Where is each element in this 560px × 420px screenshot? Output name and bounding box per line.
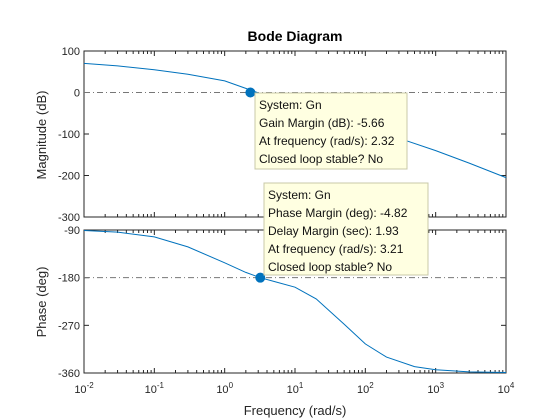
x-tick-label: 10-2: [74, 381, 94, 396]
phase-axis-label: Phase (deg): [34, 267, 49, 338]
phase-y-tick-label: -90: [64, 225, 80, 237]
x-tick-label: 104: [498, 381, 515, 396]
magnitude-y-tick-label: -100: [58, 129, 80, 141]
phase-data-tip-line: At frequency (rad/s): 3.21: [268, 242, 404, 256]
magnitude-y-tick-label: 100: [62, 46, 80, 58]
phase-y-tick-label: -360: [58, 368, 80, 380]
magnitude-margin-marker: [245, 87, 256, 98]
x-tick-label: 100: [216, 381, 233, 396]
magnitude-y-tick-label: -300: [58, 212, 80, 224]
x-tick-labels: 10-2 10-1 100 101 102 103 104: [74, 381, 515, 396]
magnitude-data-tip-line: At frequency (rad/s): 2.32: [259, 134, 395, 148]
magnitude-y-tick-label: 0: [74, 88, 80, 100]
x-tick-label: 103: [427, 381, 444, 396]
phase-y-tick-label: -270: [58, 320, 80, 332]
phase-data-tip: [263, 182, 429, 276]
data-tips: System: Gn Gain Margin (dB): -5.66 At freq…: [254, 92, 429, 276]
phase-data-tip-line: Delay Margin (sec): 1.93: [268, 224, 399, 238]
x-tick-label: 10-1: [145, 381, 165, 396]
phase-data-tip-line: System: Gn: [268, 188, 331, 202]
magnitude-data-tip: [254, 92, 408, 170]
figure-title: Bode Diagram: [248, 28, 343, 44]
x-tick-label: 101: [287, 381, 304, 396]
phase-series-line: [83, 230, 507, 373]
magnitude-data-tip-line: System: Gn: [259, 98, 322, 112]
phase-y-tick-label: -180: [58, 273, 80, 285]
x-axis-label: Frequency (rad/s): [244, 403, 347, 418]
phase-data-tip-line: Phase Margin (deg): -4.82: [268, 206, 408, 220]
phase-margin-marker: [255, 272, 266, 283]
magnitude-axis-label: Magnitude (dB): [34, 91, 49, 180]
magnitude-data-tip-line: Closed loop stable? No: [259, 152, 383, 166]
phase-data-tip-line: Closed loop stable? No: [268, 260, 392, 274]
x-tick-label: 102: [357, 381, 374, 396]
magnitude-data-tip-line: Gain Margin (dB): -5.66: [259, 116, 385, 130]
magnitude-y-tick-label: -200: [58, 171, 80, 183]
